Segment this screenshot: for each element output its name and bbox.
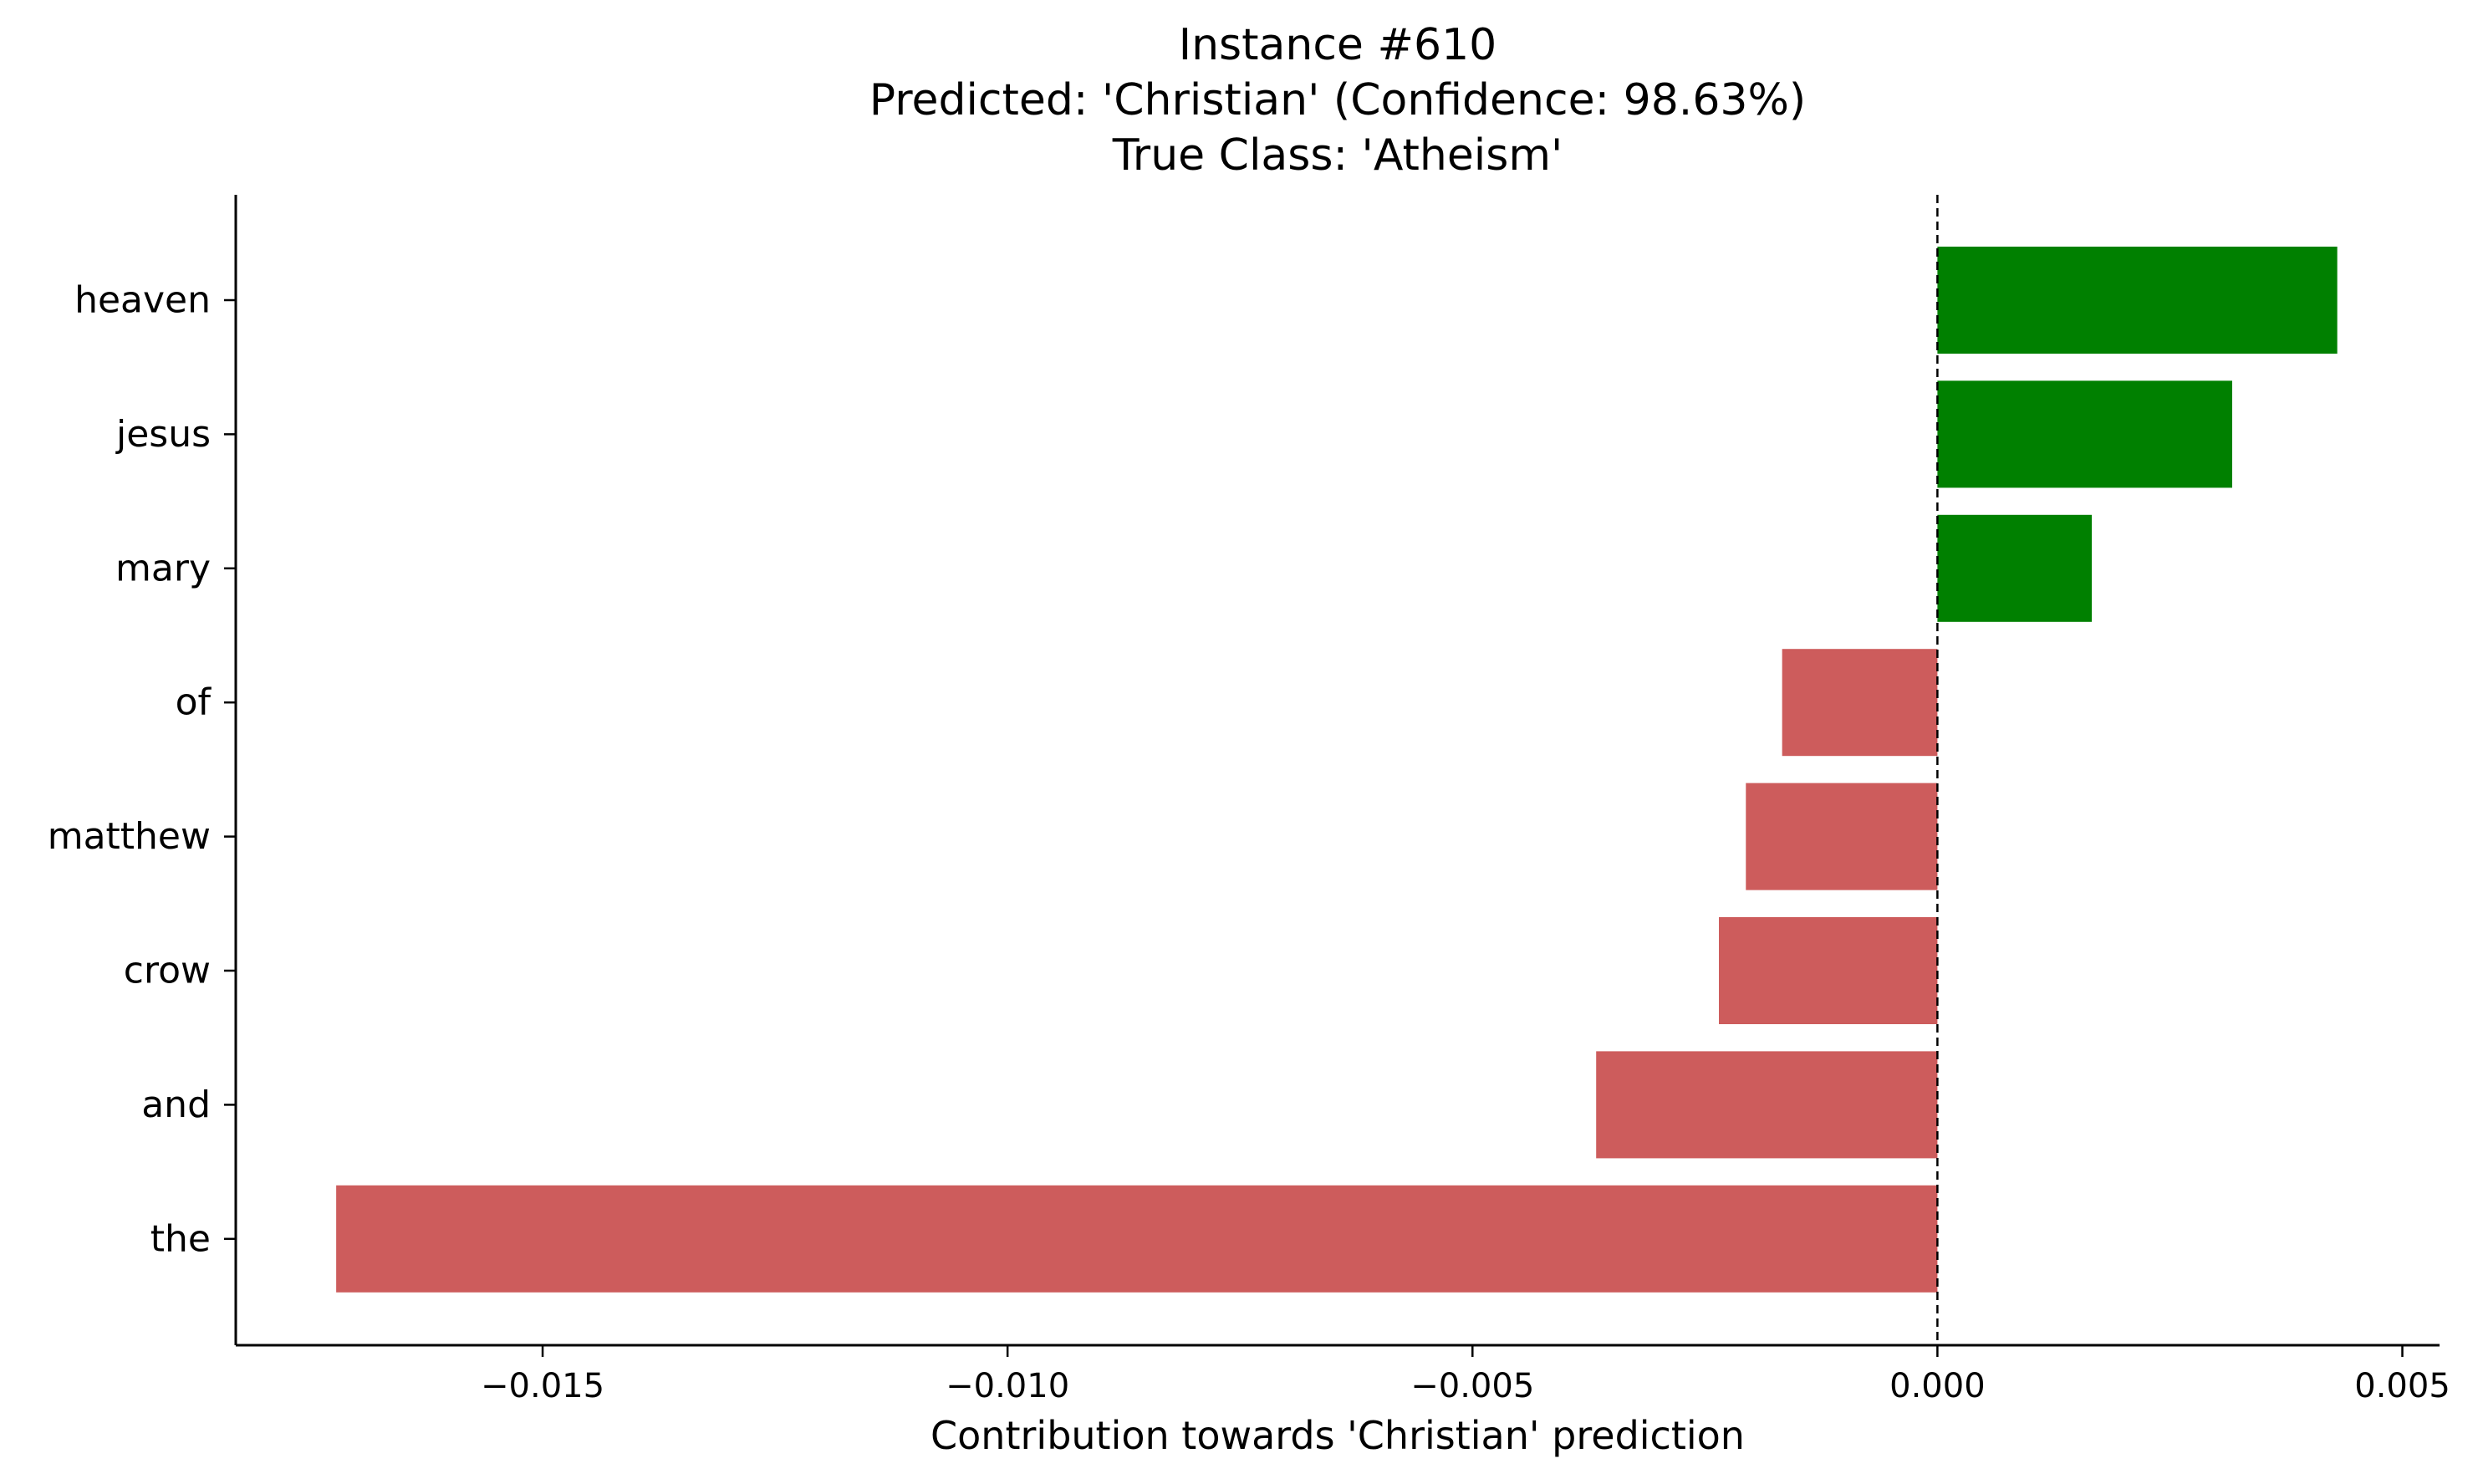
chart-title-line-true-class: True Class: 'Atheism': [1112, 130, 1563, 181]
bar-the: [336, 1185, 1938, 1293]
y-axis-ticks: heaven jesus mary of matthew crow and the: [48, 279, 236, 1260]
x-tick-label: −0.010: [946, 1367, 1069, 1405]
chart-title-line-predicted: Predicted: 'Christian' (Confidence: 98.6…: [869, 75, 1806, 125]
y-tick-label-of: of: [176, 681, 212, 724]
y-tick-label-and: and: [141, 1084, 211, 1126]
x-tick-label: 0.005: [2354, 1367, 2450, 1405]
y-tick-label-jesus: jesus: [115, 413, 211, 456]
y-tick-label-matthew: matthew: [48, 815, 211, 858]
bar-jesus: [1937, 380, 2232, 488]
x-tick-label: 0.000: [1889, 1367, 1986, 1405]
bar-crow: [1719, 917, 1938, 1024]
chart-title-line-instance: Instance #610: [1179, 20, 1497, 70]
x-axis-ticks: −0.015 −0.010 −0.005 0.000 0.005: [481, 1345, 2450, 1405]
y-tick-label-mary: mary: [115, 547, 211, 589]
bar-and: [1596, 1051, 1938, 1159]
x-axis-label: Contribution towards 'Christian' predict…: [931, 1413, 1745, 1458]
axes: [234, 195, 2440, 1347]
x-tick-label: −0.005: [1410, 1367, 1534, 1405]
y-tick-label-crow: crow: [124, 950, 211, 992]
chart-title: Instance #610 Predicted: 'Christian' (Co…: [869, 20, 1806, 181]
bar-of: [1782, 649, 1938, 757]
bar-heaven: [1937, 247, 2338, 354]
bar-mary: [1937, 514, 2093, 622]
y-tick-label-the: the: [150, 1217, 211, 1260]
y-tick-label-heaven: heaven: [74, 279, 211, 322]
bar-matthew: [1746, 783, 1938, 890]
x-tick-label: −0.015: [481, 1367, 604, 1405]
bars: [336, 247, 2338, 1293]
